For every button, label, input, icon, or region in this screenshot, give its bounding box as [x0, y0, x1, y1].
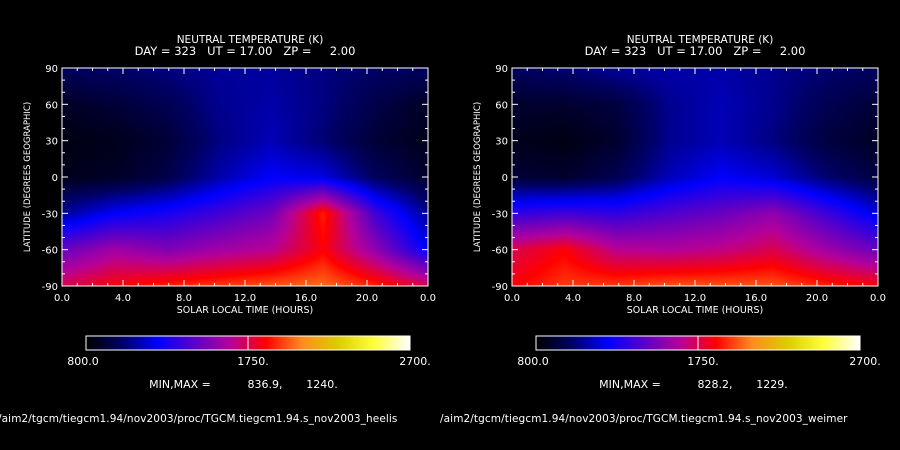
x-tick-label: 12.0	[684, 293, 706, 304]
y-tick-label: 0	[52, 173, 58, 184]
colorbar-mid-label: 1750.	[687, 355, 719, 368]
chart-title: NEUTRAL TEMPERATURE (K)	[627, 34, 774, 46]
minmax-label: MIN,MAX =	[149, 378, 211, 391]
x-tick-label: 0.0	[420, 293, 436, 304]
left-panel: NEUTRAL TEMPERATURE (K) DAY = 323 UT = 17…	[23, 34, 436, 391]
minmax-label: MIN,MAX =	[599, 378, 661, 391]
chart-subtitle: DAY = 323 UT = 17.00 ZP = 2.00	[585, 44, 806, 58]
y-axis-label: LATITUDE (DEGREES GEOGRAPHIC)	[23, 102, 33, 252]
y-tick-label: 60	[495, 100, 508, 111]
temperature-chart: NEUTRAL TEMPERATURE (K)DAY = 323 UT = 17…	[23, 34, 436, 391]
right-panel: NEUTRAL TEMPERATURE (K) DAY = 323 UT = 17…	[450, 0, 900, 450]
x-tick-label: 0.0	[54, 293, 70, 304]
y-tick-label: 60	[45, 100, 58, 111]
x-tick-label: 8.0	[626, 293, 642, 304]
min-value: 836.9,	[248, 378, 283, 391]
y-tick-label: 90	[495, 64, 508, 75]
colorbar-min-label: 800.0	[67, 355, 99, 368]
right-file-path: /aim2/tgcm/tiegcm1.94/nov2003/proc/TGCM.…	[440, 413, 848, 425]
chart-title: NEUTRAL TEMPERATURE (K)	[177, 34, 324, 46]
colorbar-max-label: 2700.	[399, 355, 431, 368]
y-tick-label: -30	[42, 209, 58, 220]
x-axis-label: SOLAR LOCAL TIME (HOURS)	[177, 305, 313, 316]
x-tick-label: 16.0	[745, 293, 767, 304]
x-tick-label: 16.0	[295, 293, 317, 304]
x-tick-label: 8.0	[176, 293, 192, 304]
x-tick-label: 12.0	[234, 293, 256, 304]
x-tick-label: 0.0	[504, 293, 520, 304]
max-value: 1240.	[306, 378, 338, 391]
y-tick-label: -90	[42, 282, 58, 293]
x-tick-label: 20.0	[356, 293, 378, 304]
y-tick-label: -60	[492, 246, 508, 257]
x-axis-label: SOLAR LOCAL TIME (HOURS)	[627, 305, 763, 316]
colorbar-max-label: 2700.	[849, 355, 881, 368]
x-tick-label: 4.0	[115, 293, 131, 304]
y-tick-label: 0	[502, 173, 508, 184]
y-tick-label: 90	[45, 64, 58, 75]
x-tick-label: 4.0	[565, 293, 581, 304]
temperature-chart: NEUTRAL TEMPERATURE (K)DAY = 323 UT = 17…	[473, 34, 886, 391]
chart-subtitle: DAY = 323 UT = 17.00 ZP = 2.00	[135, 44, 356, 58]
y-tick-label: 30	[495, 137, 508, 148]
y-tick-label: -60	[42, 246, 58, 257]
y-tick-label: -30	[492, 209, 508, 220]
x-tick-label: 20.0	[806, 293, 828, 304]
y-tick-label: 30	[45, 137, 58, 148]
left-file-path: /aim2/tgcm/tiegcm1.94/nov2003/proc/TGCM.…	[0, 413, 398, 425]
x-tick-label: 0.0	[870, 293, 886, 304]
temperature-heatmap	[62, 68, 428, 286]
y-axis-label: LATITUDE (DEGREES GEOGRAPHIC)	[473, 102, 483, 252]
max-value: 1229.	[756, 378, 788, 391]
temperature-heatmap	[512, 68, 878, 286]
colorbar-min-label: 800.0	[517, 355, 549, 368]
y-tick-label: -90	[492, 282, 508, 293]
min-value: 828.2,	[698, 378, 733, 391]
colorbar-mid-label: 1750.	[237, 355, 269, 368]
